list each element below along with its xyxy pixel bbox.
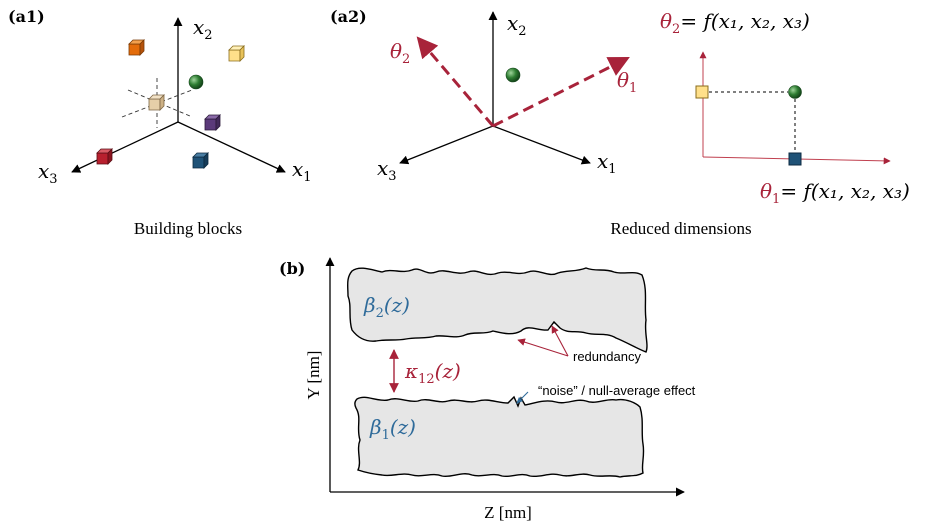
b-label-beta1: β1(z)	[369, 415, 416, 443]
a1-caption: Building blocks	[134, 219, 242, 238]
a2-theta1-axis	[492, 56, 630, 128]
panel-a2: (a2) x2 x1 x3 θ2 θ1 θ2= f(x₁, x₂, x₃) θ1…	[330, 7, 910, 238]
a1-cube-red	[96, 148, 113, 165]
a1-cube-yellow	[228, 45, 245, 62]
b-label-beta2: β2(z)	[363, 293, 410, 321]
a2-axis-x1	[492, 125, 591, 165]
a1-cube-beige	[148, 94, 165, 111]
a2-blue-square	[788, 152, 802, 166]
a1-axis-x3	[71, 121, 179, 173]
b-label-redundancy: redundancy	[573, 349, 641, 364]
b-blob-beta1	[354, 395, 645, 478]
panel-b-tag: (b)	[279, 259, 305, 278]
a2-label-theta2: θ2	[390, 39, 410, 67]
a2-theta2-axis	[416, 36, 495, 127]
a1-label-x2: x2	[193, 15, 213, 43]
panel-a1: (a1) x2 x1 x3	[8, 7, 312, 238]
a1-label-x3: x3	[38, 159, 58, 187]
a2-label-x2: x2	[507, 11, 527, 39]
a2-theta1-equation: θ1= f(x₁, x₂, x₃)	[760, 179, 910, 207]
a2-label-theta1: θ1	[617, 68, 637, 96]
b-blob-beta2	[346, 267, 648, 353]
a1-axis-x1	[177, 121, 286, 173]
a2-axis-x3	[399, 125, 494, 165]
a2-label-x1: x1	[597, 149, 617, 177]
b-label-noise: “noise” / null-average effect	[538, 383, 696, 398]
a2-caption: Reduced dimensions	[610, 219, 751, 238]
a2-sphere-green	[505, 67, 521, 83]
b-xlabel: Z [nm]	[484, 503, 532, 522]
b-redundancy-arrow-2	[551, 325, 569, 357]
panel-a2-tag: (a2)	[330, 7, 367, 26]
b-redundancy-arrow-1	[517, 338, 569, 357]
panel-b: (b) Y [nm] Z [nm] β2(z) β1(z) κ12(z) red…	[279, 257, 696, 522]
a2-plot-sphere	[788, 85, 802, 99]
a1-label-x1: x1	[292, 157, 312, 185]
b-noise-arrowhead	[516, 397, 523, 404]
a2-label-x3: x3	[377, 156, 397, 184]
b-ylabel: Y [nm]	[304, 351, 323, 400]
a1-sphere-green	[188, 74, 204, 90]
a1-cube-purple	[204, 114, 221, 131]
a2-yellow-square	[695, 85, 709, 99]
panel-a1-tag: (a1)	[8, 7, 45, 26]
a1-cube-orange	[128, 39, 145, 56]
b-label-kappa: κ12(z)	[404, 359, 461, 387]
a2-theta2-equation: θ2= f(x₁, x₂, x₃)	[660, 9, 810, 37]
a1-cube-blue	[192, 152, 209, 169]
